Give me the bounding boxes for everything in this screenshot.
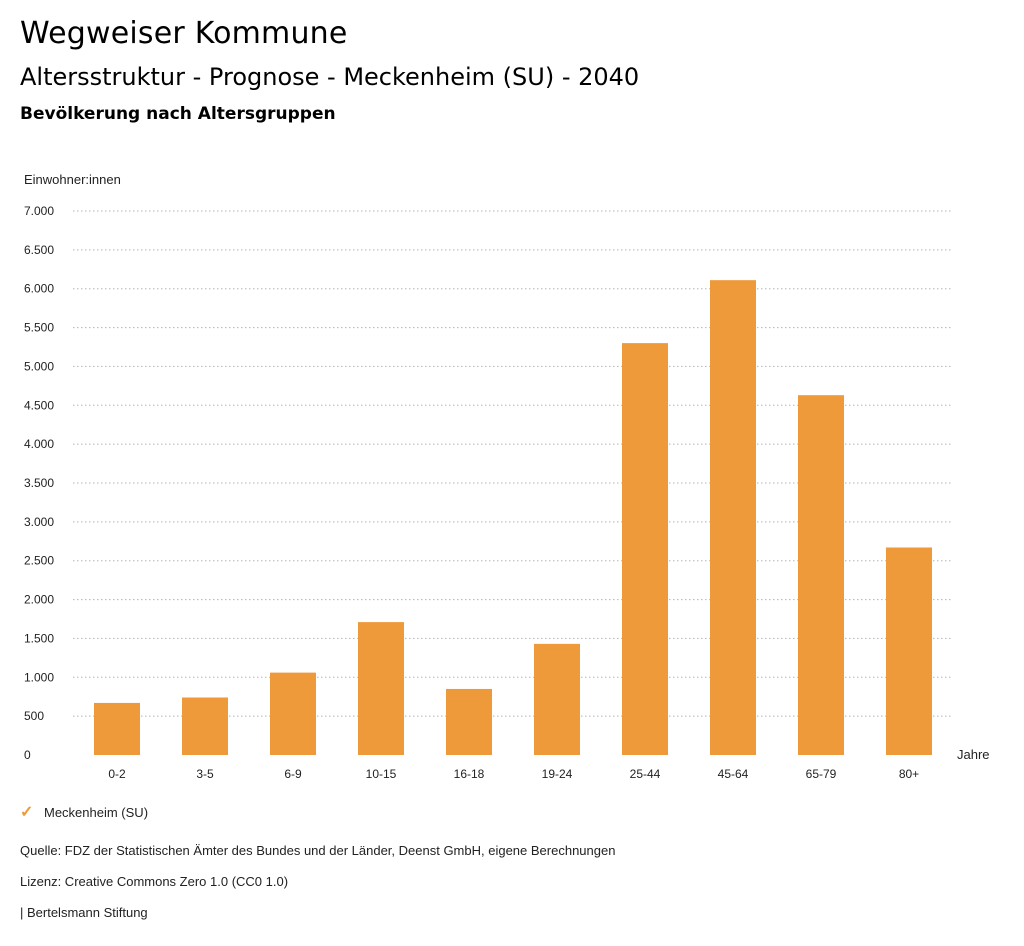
bar-65-79[interactable] xyxy=(798,395,844,755)
x-tick-label: 0-2 xyxy=(108,767,126,781)
y-tick-label: 7.000 xyxy=(24,204,54,218)
bar-0-2[interactable] xyxy=(94,702,140,755)
y-tick-label: 2.000 xyxy=(24,593,54,607)
y-tick-label: 3.500 xyxy=(24,476,54,490)
y-tick-label: 1.000 xyxy=(24,670,54,684)
x-tick-label: 3-5 xyxy=(196,767,214,781)
x-tick-label: 45-64 xyxy=(718,767,749,781)
y-tick-label: 4.000 xyxy=(24,437,54,451)
x-tick-label: 25-44 xyxy=(630,767,661,781)
x-axis-label: Jahre xyxy=(957,747,990,762)
y-axis-ticks: 0 500 1.000 1.500 2.000 2.500 3.000 3.500 4.000 4… xyxy=(24,204,54,762)
bar-45-64[interactable] xyxy=(710,280,756,755)
bars xyxy=(94,280,932,755)
x-tick-label: 19-24 xyxy=(542,767,573,781)
license-note: Lizenz: Creative Commons Zero 1.0 (CC0 1… xyxy=(20,874,289,889)
x-tick-label: 10-15 xyxy=(366,767,397,781)
y-tick-label: 5.500 xyxy=(24,321,54,335)
y-tick-label: 0 xyxy=(24,748,31,762)
checkmark-icon: ✓ xyxy=(20,804,34,821)
publisher-note: | Bertelsmann Stiftung xyxy=(20,905,148,920)
bar-6-9[interactable] xyxy=(270,672,316,755)
y-tick-label: 6.000 xyxy=(24,282,54,296)
y-tick-label: 2.500 xyxy=(24,554,54,568)
y-tick-label: 1.500 xyxy=(24,631,54,645)
bar-chart: 0 500 1.000 1.500 2.000 2.500 3.000 3.500 4.000 4… xyxy=(24,172,990,781)
legend-label: Meckenheim (SU) xyxy=(44,804,149,820)
x-tick-label: 6-9 xyxy=(284,767,302,781)
source-note: Quelle: FDZ der Statistischen Ämter des … xyxy=(20,843,616,858)
y-tick-label: 3.000 xyxy=(24,515,54,529)
x-axis-ticks: 0-2 3-5 6-9 10-15 16-18 19-24 25-44 45-64 65-79 8… xyxy=(108,767,919,781)
bar-25-44[interactable] xyxy=(622,343,668,755)
chart-subtitle-2: Bevölkerung nach Altersgruppen xyxy=(20,104,336,124)
y-tick-label: 6.500 xyxy=(24,243,54,257)
bar-10-15[interactable] xyxy=(358,622,404,755)
y-tick-label: 5.000 xyxy=(24,359,54,373)
x-tick-label: 16-18 xyxy=(454,767,485,781)
bar-80+[interactable] xyxy=(886,547,932,755)
bar-16-18[interactable] xyxy=(446,688,492,755)
x-tick-label: 65-79 xyxy=(806,767,837,781)
bar-19-24[interactable] xyxy=(534,643,580,755)
chart-subtitle: Altersstruktur - Prognose - Meckenheim (… xyxy=(20,63,640,91)
page-title: Wegweiser Kommune xyxy=(20,16,348,51)
legend[interactable]: ✓ Meckenheim (SU) xyxy=(20,802,148,822)
x-tick-label: 80+ xyxy=(899,767,919,781)
y-tick-label: 500 xyxy=(24,709,44,723)
bar-3-5[interactable] xyxy=(182,697,228,755)
y-tick-label: 4.500 xyxy=(24,398,54,412)
y-axis-label: Einwohner:innen xyxy=(24,172,121,187)
